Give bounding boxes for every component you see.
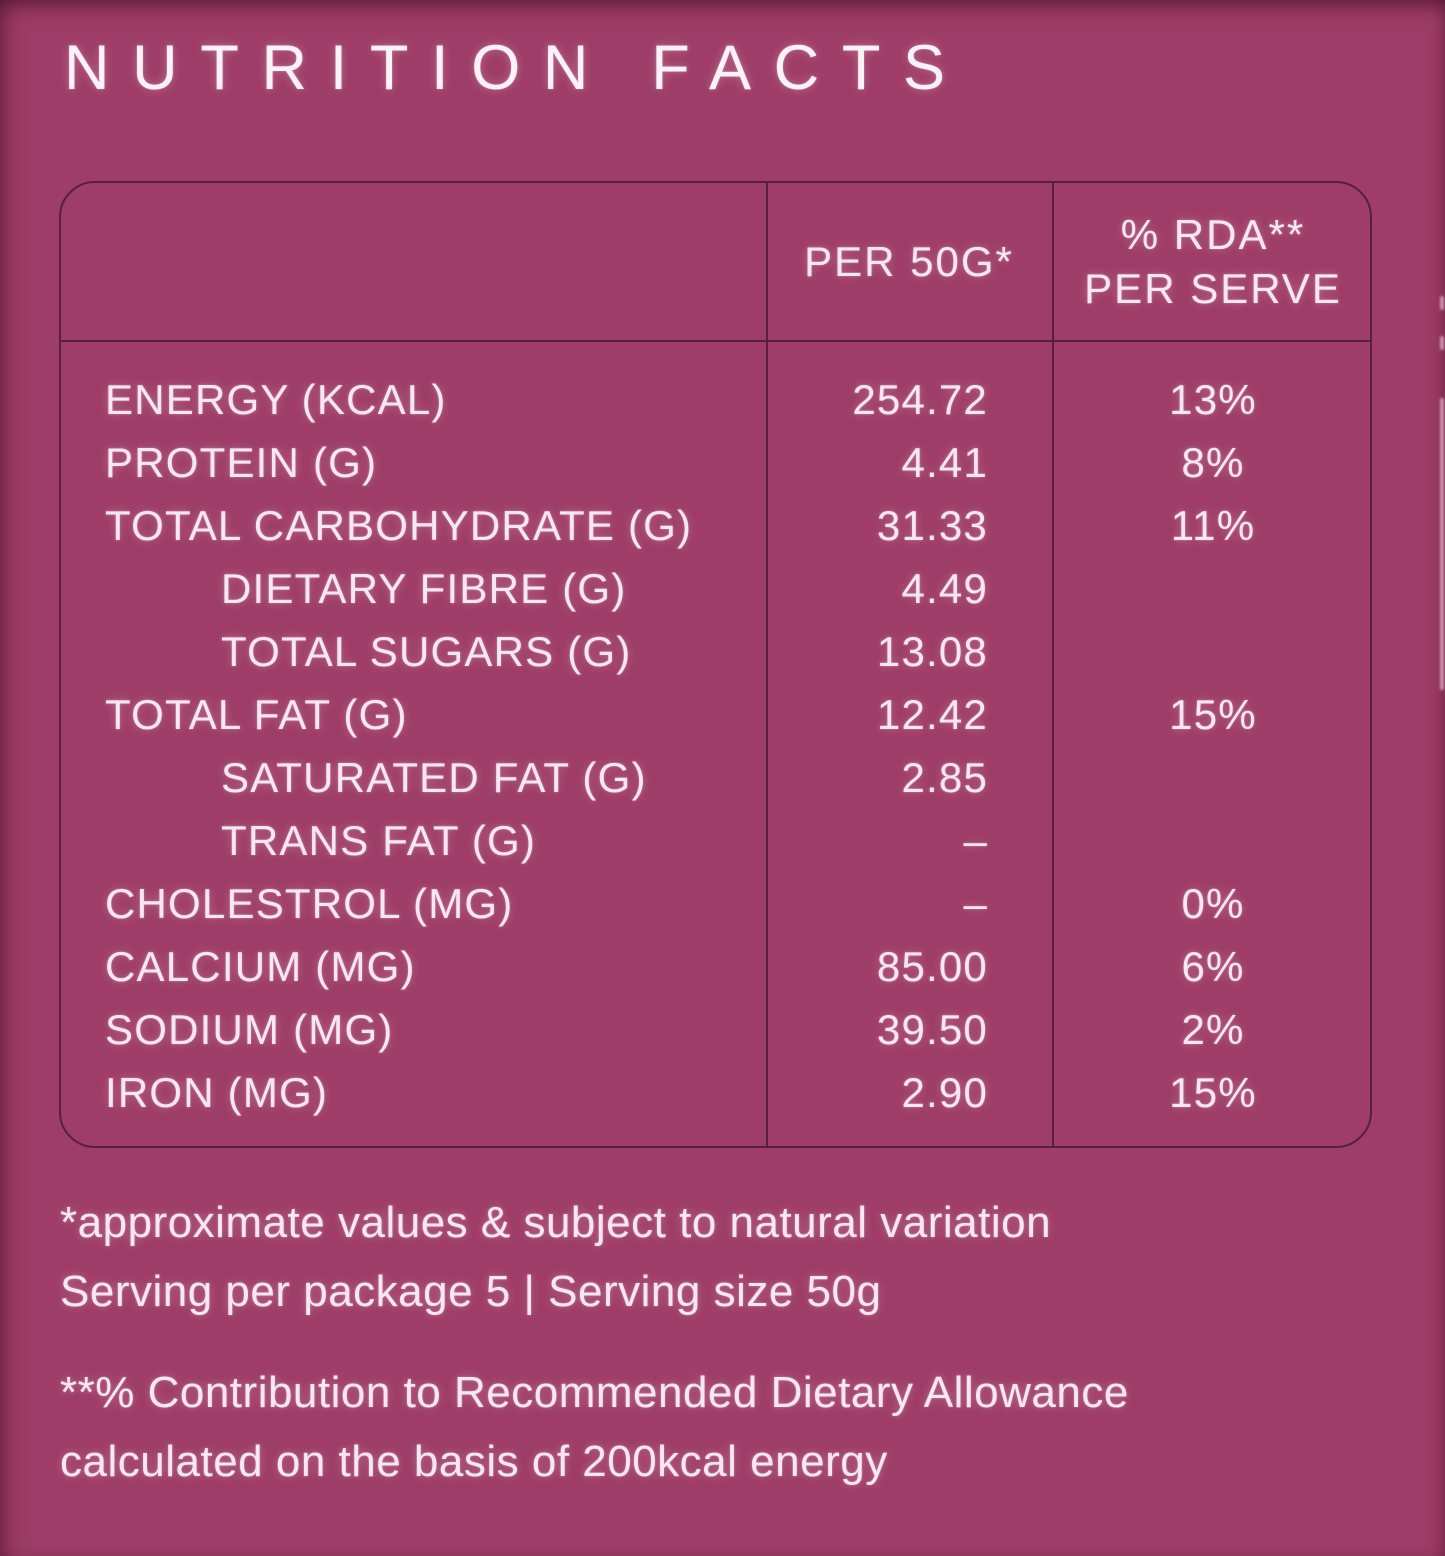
header-per-50g-label: PER 50G*	[804, 237, 1014, 285]
table-row: IRON (MG) 2.90 15%	[61, 1061, 1370, 1124]
header-separator	[61, 340, 1370, 342]
header-rda-line2: PER SERVE	[1084, 264, 1342, 312]
column-divider-2	[1052, 183, 1054, 1146]
footnote-serving-line: Serving per package 5 | Serving size 50g	[60, 1267, 882, 1316]
cropped-edge-artifact	[1435, 0, 1445, 1556]
nutrient-label: TOTAL CARBOHYDRATE (G)	[105, 501, 693, 549]
header-nutrient-column	[61, 183, 766, 340]
nutrient-value: –	[963, 879, 988, 927]
nutrient-value: 12.42	[876, 690, 988, 738]
nutrient-rda-percent: 8%	[1181, 438, 1245, 486]
table-row: ENERGY (KCAL) 254.72 13%	[61, 368, 1370, 431]
nutrient-rda-percent: 0%	[1181, 879, 1245, 927]
table-body: ENERGY (KCAL) 254.72 13% PROTEIN (G) 4.4…	[61, 342, 1370, 1146]
nutrient-label: TOTAL FAT (G)	[105, 690, 408, 738]
table-row: CALCIUM (MG) 85.00 6%	[61, 935, 1370, 998]
nutrient-label: SATURATED FAT (G)	[221, 753, 647, 801]
nutrient-label: CHOLESTROL (MG)	[105, 879, 514, 927]
footnote-rda-line2: calculated on the basis of 200kcal energ…	[60, 1437, 888, 1486]
nutrient-label: DIETARY FIBRE (G)	[221, 564, 627, 612]
nutrient-value: 4.49	[901, 564, 988, 612]
nutrient-value: 2.85	[901, 753, 988, 801]
table-row: CHOLESTROL (MG) – 0%	[61, 872, 1370, 935]
nutrient-value: 13.08	[876, 627, 988, 675]
nutrition-table: PER 50G* % RDA** PER SERVE ENERGY (KCAL)…	[59, 181, 1372, 1148]
table-row: TOTAL SUGARS (G) 13.08	[61, 620, 1370, 683]
table-row: SATURATED FAT (G) 2.85	[61, 746, 1370, 809]
nutrient-label: IRON (MG)	[105, 1068, 329, 1116]
table-row: TOTAL CARBOHYDRATE (G) 31.33 11%	[61, 494, 1370, 557]
edge-fragment	[1440, 336, 1444, 350]
column-divider-1	[766, 183, 768, 1146]
nutrient-label: ENERGY (KCAL)	[105, 375, 447, 423]
edge-fragment	[1440, 296, 1444, 310]
table-row: DIETARY FIBRE (G) 4.49	[61, 557, 1370, 620]
nutrient-rda-percent: 2%	[1181, 1005, 1245, 1053]
table-row: TOTAL FAT (G) 12.42 15%	[61, 683, 1370, 746]
header-per-50g: PER 50G*	[766, 183, 1052, 340]
nutrient-value: –	[963, 816, 988, 864]
edge-fragment	[1440, 398, 1444, 690]
footnote-approximate-values: *approximate values & subject to natural…	[60, 1188, 1390, 1326]
nutrient-value: 85.00	[876, 942, 988, 990]
nutrient-label: CALCIUM (MG)	[105, 942, 416, 990]
nutrient-value: 39.50	[876, 1005, 988, 1053]
nutrient-rda-percent: 15%	[1169, 1068, 1257, 1116]
table-row: TRANS FAT (G) –	[61, 809, 1370, 872]
footnote-rda-line1: **% Contribution to Recommended Dietary …	[60, 1368, 1129, 1417]
footnotes: *approximate values & subject to natural…	[60, 1188, 1390, 1496]
nutrient-value: 4.41	[901, 438, 988, 486]
nutrient-value: 31.33	[876, 501, 988, 549]
nutrient-value: 2.90	[901, 1068, 988, 1116]
nutrient-label: SODIUM (MG)	[105, 1005, 394, 1053]
nutrient-label: TOTAL SUGARS (G)	[221, 627, 632, 675]
nutrient-rda-percent: 13%	[1169, 375, 1257, 423]
footnote-approx-line: *approximate values & subject to natural…	[60, 1198, 1052, 1247]
nutrient-label: TRANS FAT (G)	[221, 816, 537, 864]
table-header: PER 50G* % RDA** PER SERVE	[61, 183, 1370, 340]
nutrient-value: 254.72	[852, 375, 988, 423]
nutrient-rda-percent: 6%	[1181, 942, 1245, 990]
nutrient-rda-percent: 11%	[1170, 501, 1256, 549]
nutrient-rda-percent: 15%	[1169, 690, 1257, 738]
nutrient-label: PROTEIN (G)	[105, 438, 378, 486]
footnote-rda-contribution: **% Contribution to Recommended Dietary …	[60, 1358, 1390, 1496]
table-row: SODIUM (MG) 39.50 2%	[61, 998, 1370, 1061]
header-rda-per-serve: % RDA** PER SERVE	[1052, 183, 1374, 340]
table-row: PROTEIN (G) 4.41 8%	[61, 431, 1370, 494]
nutrition-facts-title: NUTRITION FACTS	[64, 33, 968, 103]
header-rda-line1: % RDA**	[1120, 210, 1306, 258]
